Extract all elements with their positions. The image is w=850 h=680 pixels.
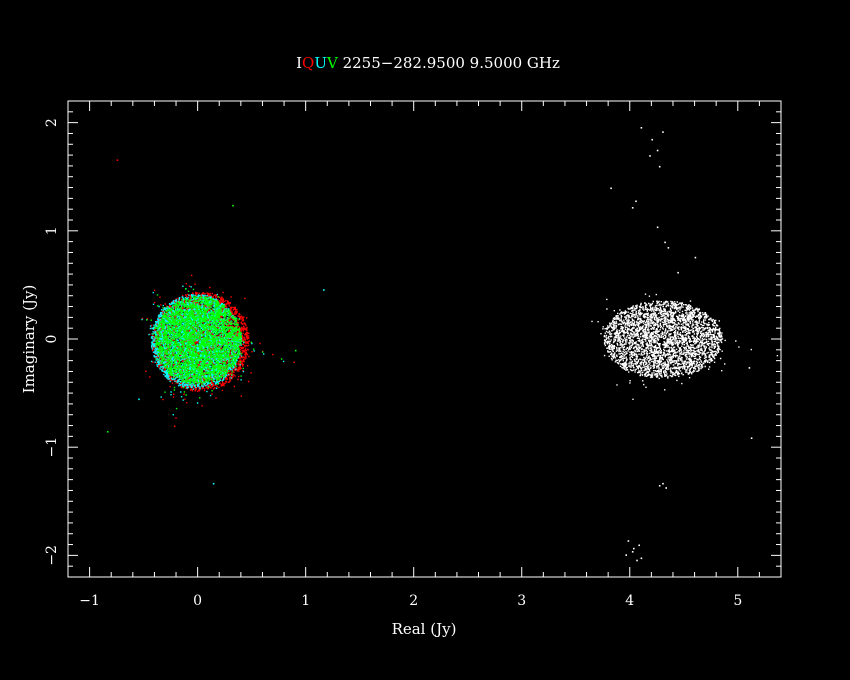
outlier-point-15 [635,200,637,203]
scatter-points [106,127,779,562]
outlier-point-24 [658,485,661,487]
series-points-3 [591,293,779,400]
outlier-point-13 [658,165,661,168]
y-tick-label: 2 [44,118,60,127]
chart-title: IQUV 2255−282.9500 9.5000 GHz [296,54,560,72]
outlier-point-21 [677,271,679,274]
y-tick-label: 1 [44,226,60,235]
outlier-point-14 [610,187,612,190]
x-tick-label: 1 [301,593,310,609]
outlier-point-22 [748,367,751,369]
x-tick-labels: −1 0 1 2 3 4 5 [79,593,742,609]
outlier-point-33 [636,559,638,562]
outlier-point-32 [631,551,634,553]
outlier-point-11 [662,131,664,133]
title-letter-1: Q [302,54,314,72]
title-letter-0: I [296,54,302,72]
y-tick-labels: −2 −1 0 1 2 [44,118,60,566]
outlier-point-2 [323,289,325,291]
outlier-point-3 [106,431,109,433]
outlier-point-30 [625,554,627,556]
outlier-point-17 [656,226,659,229]
outlier-point-26 [662,482,664,485]
title-letter-3: V [326,54,339,72]
y-tick-label: 0 [44,335,60,344]
outlier-point-0 [116,159,119,161]
outlier-point-29 [638,544,640,547]
axis-ticks [67,100,782,578]
outlier-point-28 [633,547,635,550]
y-tick-label: −1 [44,437,60,458]
outlier-point-6 [138,398,140,401]
outlier-point-10 [656,149,659,152]
outlier-point-18 [664,241,666,244]
outlier-point-23 [750,437,753,439]
outlier-point-20 [694,256,697,259]
outlier-point-1 [232,204,234,207]
outlier-point-12 [649,155,651,157]
series-points-1 [141,285,285,416]
outlier-point-16 [631,207,634,209]
x-tick-label: 0 [193,593,202,609]
x-tick-label: 4 [625,593,634,609]
chart-title-rest: 2255−282.9500 9.5000 GHz [338,54,560,72]
outlier-point-19 [667,247,670,249]
outlier-point-31 [640,557,643,560]
outlier-point-25 [665,487,667,489]
y-tick-label: −2 [44,545,60,566]
series-points-2 [146,288,283,410]
outlier-point-7 [173,425,176,428]
y-axis-label: Imaginary (Jy) [20,285,38,394]
outlier-point-8 [640,127,643,129]
x-tick-label: −1 [79,593,100,609]
x-tick-label: 5 [733,593,742,609]
outlier-point-4 [212,482,215,485]
outlier-point-27 [627,540,630,542]
outlier-point-9 [651,138,653,141]
x-axis-label: Real (Jy) [392,620,457,638]
x-tick-label: 2 [409,593,418,609]
outlier-point-5 [294,349,297,352]
title-letter-2: U [314,54,327,72]
x-tick-label: 3 [517,593,526,609]
